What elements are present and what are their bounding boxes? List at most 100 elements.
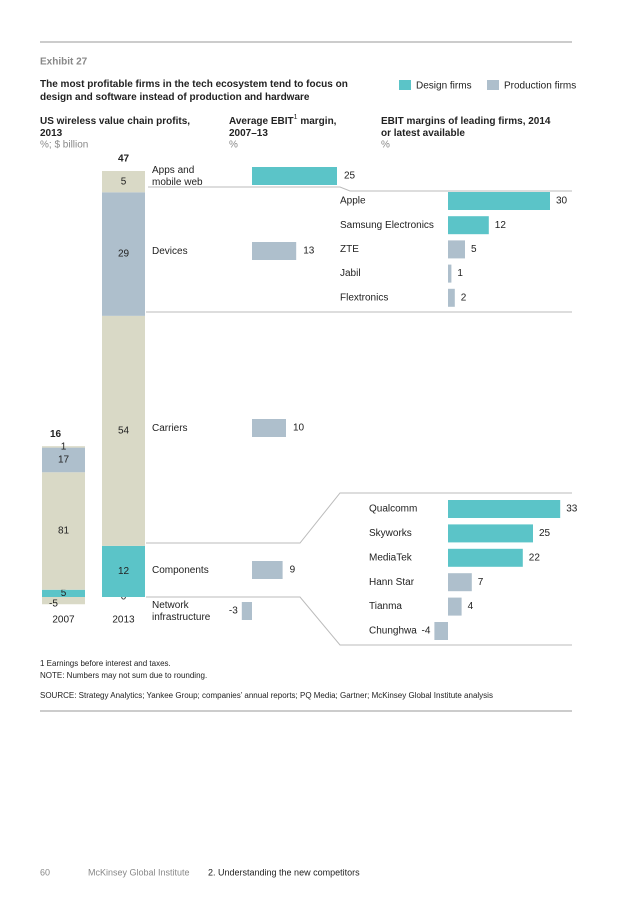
margin-label: -3 <box>229 606 238 617</box>
stack-segment <box>42 589 85 597</box>
margin-label: 10 <box>293 423 305 434</box>
segment-name-line: infrastructure <box>152 612 211 623</box>
heading-line: 2013 <box>40 128 63 139</box>
segment-name: Apps and mobile web <box>152 165 203 188</box>
stack-segment <box>102 545 145 597</box>
firm-label: 5 <box>471 244 477 255</box>
footnote: 1 Earnings before interest and taxes. <box>40 659 171 668</box>
heading: Average EBIT1 margin, 2007–13 <box>229 114 337 139</box>
firm-bar <box>448 288 455 307</box>
segment-label: 5 <box>121 176 127 187</box>
heading: US wireless value chain profits, 2013 <box>40 116 190 139</box>
firm-name: Tianma <box>369 601 402 612</box>
legend-label: Production firms <box>504 81 576 92</box>
firm-bar <box>448 500 561 518</box>
firm-name: Skyworks <box>369 528 412 539</box>
stack-segment <box>102 192 145 316</box>
firm-bar <box>448 264 452 283</box>
segment-label: 29 <box>118 249 130 260</box>
title-line: design and software instead of productio… <box>40 92 310 103</box>
segment-label: 12 <box>118 566 130 577</box>
connector <box>148 186 572 192</box>
stack-segment <box>42 446 85 448</box>
firm-name: Flextronics <box>340 292 388 303</box>
legend-swatch <box>399 80 411 90</box>
firm-label: 22 <box>529 552 541 563</box>
firm-bar <box>448 573 472 592</box>
segment-name: Network infrastructure <box>152 600 211 623</box>
unit: % <box>229 140 238 151</box>
unit: %; $ billion <box>40 140 88 151</box>
margin-bar <box>252 561 283 579</box>
margin-label: 9 <box>290 565 296 576</box>
firm-label: 12 <box>495 220 507 231</box>
firm-bar <box>448 192 550 210</box>
publisher: McKinsey Global Institute <box>88 867 190 877</box>
firm-name: Jabil <box>340 268 361 279</box>
segment-label: 81 <box>58 526 70 537</box>
segment-label: 5 <box>61 588 67 599</box>
firm-name: ZTE <box>340 244 359 255</box>
segment-name: Devices <box>152 246 188 257</box>
segment-name-line: Apps and <box>152 165 194 176</box>
stack-segment <box>102 171 145 193</box>
title: The most profitable firms in the tech ec… <box>40 79 348 103</box>
segment-name-line: Devices <box>152 246 188 257</box>
total-label: 16 <box>50 429 62 440</box>
margin-bar <box>252 167 337 185</box>
year-label: 2013 <box>112 615 135 626</box>
firm-label: 33 <box>566 504 578 515</box>
segment-label: 54 <box>118 426 130 437</box>
firm-name: Apple <box>340 196 366 207</box>
firm-label: -4 <box>421 626 430 637</box>
segment-name-line: Components <box>152 565 209 576</box>
page-number: 60 <box>40 867 50 877</box>
firm-bar <box>448 240 465 259</box>
connector <box>146 596 572 646</box>
footnote-mark: 1 <box>294 114 298 121</box>
firm-label: 1 <box>457 268 463 279</box>
firm-label: 30 <box>556 196 568 207</box>
segment-name: Components <box>152 565 209 576</box>
stack-segment <box>42 597 85 605</box>
year-label: 2007 <box>52 615 75 626</box>
firm-name: Hann Star <box>369 577 415 588</box>
title-line: The most profitable firms in the tech ec… <box>40 79 348 90</box>
firm-bar <box>448 597 462 616</box>
source: SOURCE: Strategy Analytics; Yankee Group… <box>40 691 493 700</box>
firm-label: 4 <box>468 601 474 612</box>
heading-line: Average EBIT <box>229 116 294 127</box>
firm-bar <box>434 622 448 640</box>
heading-line: or latest available <box>381 128 465 139</box>
segment-label: 17 <box>58 455 70 466</box>
footnote: NOTE: Numbers may not sum due to roundin… <box>40 671 207 680</box>
segment-name-line: Network <box>152 600 190 611</box>
firm-label: 2 <box>461 292 467 303</box>
stack-segment <box>42 472 85 590</box>
connector <box>146 492 572 544</box>
segment-name-line: mobile web <box>152 177 203 188</box>
segment-name: Carriers <box>152 423 188 434</box>
firm-bar <box>448 524 533 543</box>
stack-segment <box>42 447 85 473</box>
heading: EBIT margins of leading firms, 2014 or la… <box>381 116 551 139</box>
legend-label: Design firms <box>416 81 472 92</box>
firm-name: MediaTek <box>369 552 413 563</box>
segment-label: -5 <box>49 598 58 609</box>
margin-label: 13 <box>303 246 315 257</box>
segment-name-line: Carriers <box>152 423 188 434</box>
firm-name: Chunghwa <box>369 626 417 637</box>
exhibit-label: Exhibit 27 <box>40 57 88 68</box>
firm-name: Samsung Electronics <box>340 220 434 231</box>
segment-label: 1 <box>61 442 67 453</box>
firm-bar <box>448 548 523 567</box>
firm-label: 25 <box>539 528 551 539</box>
firm-bar <box>448 216 489 235</box>
heading-line: 2007–13 <box>229 128 268 139</box>
stack-segment <box>102 315 145 546</box>
margin-bar <box>252 242 297 260</box>
firm-label: 7 <box>478 577 484 588</box>
legend-swatch <box>487 80 499 90</box>
heading-line: EBIT margins of leading firms, 2014 <box>381 116 551 127</box>
